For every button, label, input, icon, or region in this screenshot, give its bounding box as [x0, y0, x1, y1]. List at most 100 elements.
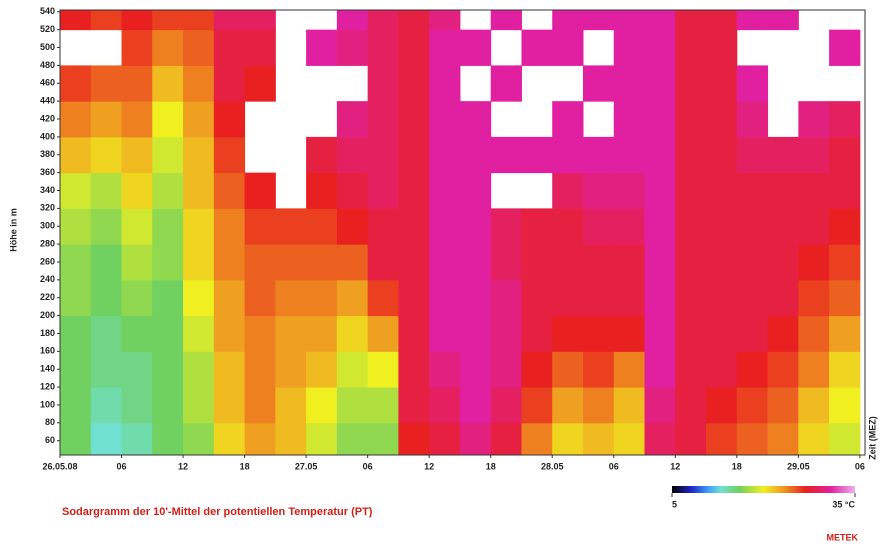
cell — [552, 172, 584, 209]
cell — [398, 387, 430, 424]
cell — [152, 387, 184, 424]
colorbar-tick-label: 5 — [672, 499, 677, 509]
chart-title: Sodargramm der 10'-Mittel der potentiell… — [62, 506, 373, 518]
cell — [90, 244, 123, 281]
cell — [306, 315, 338, 352]
cell — [336, 136, 369, 174]
cell — [429, 351, 461, 388]
y-tick-label: 480 — [40, 60, 55, 70]
y-tick-label: 280 — [40, 238, 55, 248]
cell — [582, 422, 615, 456]
cell — [429, 315, 461, 352]
y-tick-label: 500 — [40, 42, 55, 52]
cell — [613, 422, 646, 456]
cell — [613, 208, 646, 245]
cell — [90, 315, 123, 352]
cell — [644, 10, 676, 31]
cell — [213, 208, 246, 245]
y-tick-label: 160 — [40, 346, 55, 356]
cell — [429, 29, 461, 66]
cell — [90, 101, 123, 138]
cell — [90, 65, 123, 102]
y-tick-label: 540 — [40, 6, 55, 16]
cell — [429, 208, 461, 245]
cell — [398, 244, 430, 281]
cell — [767, 351, 799, 388]
cell — [675, 208, 707, 245]
cell — [521, 315, 553, 352]
cell — [336, 10, 369, 31]
cell — [306, 29, 338, 66]
cell — [213, 65, 246, 102]
cell — [429, 422, 461, 456]
cell — [675, 65, 707, 102]
cell — [275, 351, 307, 388]
cell — [675, 279, 707, 317]
cell — [367, 172, 399, 209]
cell — [552, 101, 584, 138]
cell — [552, 279, 584, 317]
y-tick-label: 180 — [40, 328, 55, 338]
cell — [767, 244, 799, 281]
cell — [736, 136, 769, 174]
cell — [582, 65, 615, 102]
cell — [644, 422, 676, 456]
cell — [367, 65, 399, 102]
cell — [829, 422, 861, 456]
y-tick-label: 400 — [40, 131, 55, 141]
cell — [90, 387, 123, 424]
y-tick-label: 100 — [40, 399, 55, 409]
cell — [613, 101, 646, 138]
cell — [829, 315, 861, 352]
cell — [183, 10, 215, 31]
cell — [644, 172, 676, 209]
cell — [613, 10, 646, 31]
cell — [306, 244, 338, 281]
cell — [367, 244, 399, 281]
cell — [829, 244, 861, 281]
cell — [675, 29, 707, 66]
cell — [613, 279, 646, 317]
cell — [121, 244, 153, 281]
cell — [244, 244, 276, 281]
cell — [829, 279, 861, 317]
cell — [613, 351, 646, 388]
x-tick-label: 18 — [240, 461, 250, 471]
cell — [152, 208, 184, 245]
cell — [675, 172, 707, 209]
cell — [398, 315, 430, 352]
cell — [767, 208, 799, 245]
cell — [306, 136, 338, 174]
cell — [336, 315, 369, 352]
y-tick-label: 360 — [40, 167, 55, 177]
cell — [459, 136, 492, 174]
cell — [244, 208, 276, 245]
x-tick-label: 28.05 — [541, 461, 564, 471]
cell — [90, 422, 123, 456]
cell — [736, 387, 769, 424]
cell — [490, 315, 522, 352]
cell — [244, 351, 276, 388]
cell — [798, 244, 830, 281]
cell — [336, 172, 369, 209]
cell — [152, 279, 184, 317]
x-tick-label: 18 — [486, 461, 496, 471]
cell — [459, 29, 492, 66]
colorbar — [672, 486, 855, 493]
plot-frame — [59, 9, 866, 456]
cell — [582, 315, 615, 352]
cell — [459, 244, 492, 281]
cell — [490, 65, 522, 102]
cell — [244, 387, 276, 424]
cell — [152, 29, 184, 66]
cell — [398, 136, 430, 174]
cell — [429, 279, 461, 317]
x-tick-label: 12 — [670, 461, 680, 471]
cell — [275, 208, 307, 245]
cell — [459, 315, 492, 352]
cell — [336, 29, 369, 66]
x-tick-label: 06 — [609, 461, 619, 471]
cell — [521, 422, 553, 456]
cell — [459, 101, 492, 138]
